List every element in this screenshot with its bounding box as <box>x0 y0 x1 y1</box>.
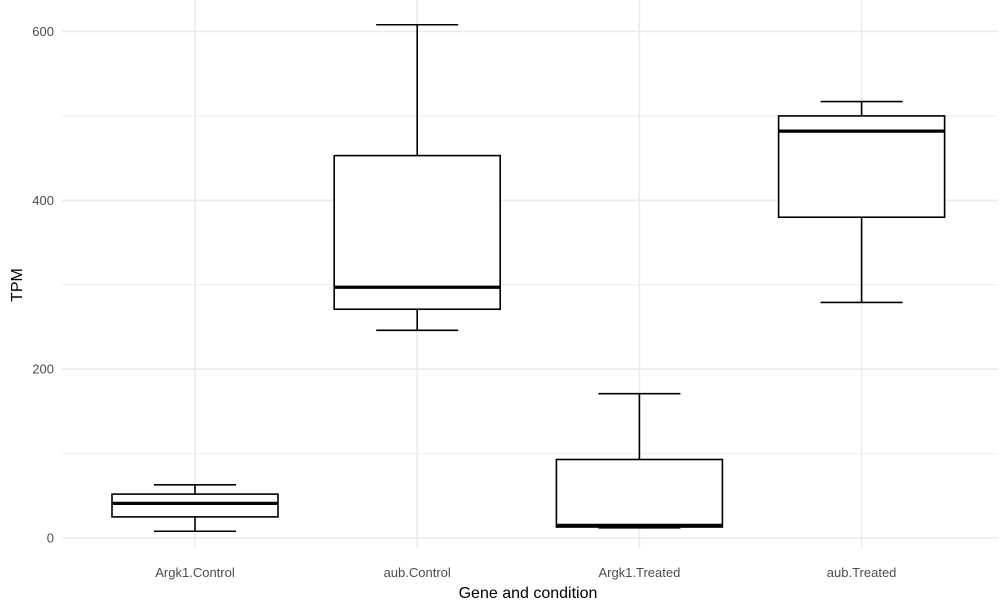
x-axis-title: Gene and condition <box>459 585 598 602</box>
y-tick-label: 0 <box>47 531 54 546</box>
y-axis-ticks: 0 200 400 600 <box>32 24 54 546</box>
box-body <box>333 154 502 311</box>
y-tick-label: 600 <box>32 24 54 39</box>
box-plot-marks <box>111 23 946 533</box>
box-group <box>111 484 279 533</box>
box-body <box>777 115 946 219</box>
box-body <box>111 493 279 518</box>
box-group <box>333 23 502 332</box>
box-group <box>777 100 946 304</box>
box-body <box>555 458 724 528</box>
x-axis-ticks: Argk1.Control aub.Control Argk1.Treated aub… <box>155 565 896 580</box>
y-axis-title: TPM <box>9 268 26 302</box>
y-tick-label: 400 <box>32 193 54 208</box>
y-tick-label: 200 <box>32 362 54 377</box>
grid-lines <box>62 0 998 548</box>
x-tick-label: aub.Control <box>384 565 451 580</box>
x-tick-label: Argk1.Control <box>155 565 235 580</box>
x-tick-label: Argk1.Treated <box>598 565 680 580</box>
x-tick-label: aub.Treated <box>827 565 897 580</box>
box-group <box>555 392 724 529</box>
